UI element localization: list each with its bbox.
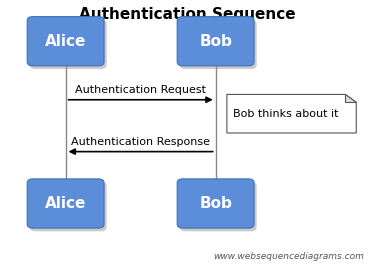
Text: Bob: Bob <box>199 196 232 211</box>
FancyBboxPatch shape <box>30 182 106 231</box>
Text: Alice: Alice <box>45 196 86 211</box>
FancyBboxPatch shape <box>30 20 106 69</box>
FancyBboxPatch shape <box>180 20 256 69</box>
Text: Alice: Alice <box>45 34 86 49</box>
Text: Bob: Bob <box>199 34 232 49</box>
FancyBboxPatch shape <box>177 16 254 66</box>
Text: Authentication Response: Authentication Response <box>71 137 210 147</box>
FancyBboxPatch shape <box>27 16 104 66</box>
Text: Authentication Request: Authentication Request <box>75 85 206 95</box>
FancyBboxPatch shape <box>27 179 104 228</box>
FancyBboxPatch shape <box>180 182 256 231</box>
FancyBboxPatch shape <box>177 179 254 228</box>
Polygon shape <box>227 94 356 133</box>
Polygon shape <box>345 94 356 102</box>
Text: Bob thinks about it: Bob thinks about it <box>233 109 339 119</box>
Text: Authentication Sequence: Authentication Sequence <box>79 7 296 22</box>
Text: www.websequencediagrams.com: www.websequencediagrams.com <box>213 252 364 261</box>
